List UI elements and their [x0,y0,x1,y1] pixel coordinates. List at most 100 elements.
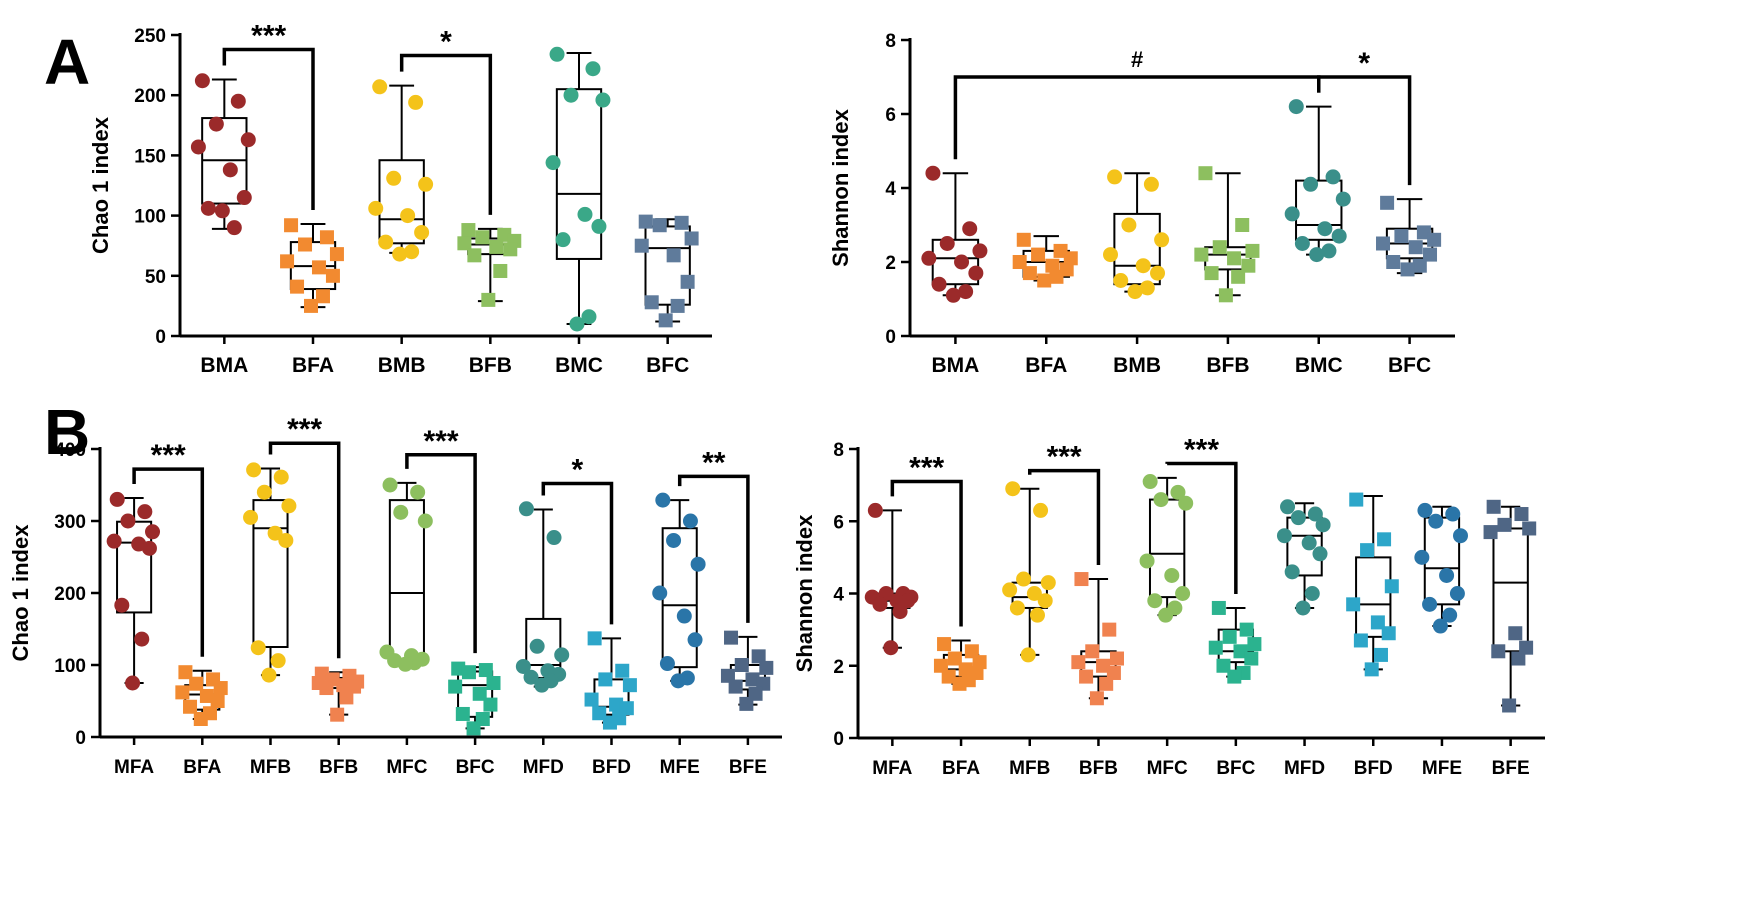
data-point [680,274,695,289]
data-point [1208,640,1223,655]
data-point [1121,217,1137,233]
data-point [319,681,334,696]
data-point [1304,586,1320,601]
data-point [1377,532,1392,547]
data-point [1486,499,1501,514]
data-point [1233,644,1248,659]
data-point [1113,273,1129,288]
chart-4: 0 2 4 6 8 Shannon index MFA BFA MFB BFB MFC BFC MFD B… [792,433,1545,779]
data-point [666,532,682,548]
data-point [1143,176,1159,192]
data-point [178,665,193,680]
data-point [592,706,607,721]
data-point [1445,506,1461,522]
data-point [1016,571,1032,587]
data-point [1139,553,1155,569]
data-point [644,295,659,310]
box-MFB [1002,481,1056,663]
data-point [615,663,630,678]
data-point [455,706,470,721]
box-iqr [1148,498,1186,599]
data-point [555,232,571,248]
data-point [137,504,153,520]
data-point [1154,232,1170,248]
box-BFA [175,665,228,726]
data-point [378,234,394,250]
y-axis-title: Chao 1 index [88,116,113,254]
box-BFC [1376,195,1442,277]
data-point [1353,633,1368,648]
bracket-line [132,467,205,657]
box-iqr [555,88,603,260]
data-point [461,223,476,238]
box-MFE [652,492,706,689]
data-point [684,231,699,246]
data-point [1127,284,1143,300]
significance-label: * [1358,47,1370,80]
data-point [1031,247,1046,262]
box-BMB [1103,169,1170,300]
significance-bracket: *** [405,425,477,654]
box-BFC [448,661,501,736]
data-point [240,132,256,148]
data-point [1139,280,1155,296]
y-tick-label: 50 [145,267,166,288]
data-point [273,469,289,485]
data-point [1442,607,1458,623]
data-point [1290,510,1306,526]
data-point [210,694,225,708]
data-point [410,484,426,500]
data-point [1247,637,1262,652]
box-BFD [1346,492,1399,677]
data-point [1158,607,1174,623]
data-point [652,585,668,601]
data-point [1380,195,1395,210]
box-BMA [921,165,988,303]
data-point [246,462,262,478]
data-point [739,696,754,711]
x-tick-label: BFC [1216,758,1255,779]
data-point [1227,669,1242,684]
data-point [1331,228,1347,244]
box-BFA [933,637,987,691]
data-point [1427,232,1442,247]
box-BMC [545,46,611,332]
box-iqr [378,159,425,245]
x-tick-label: BFA [942,758,980,779]
y-tick-label: 6 [885,105,896,126]
data-point [1309,247,1325,263]
data-point [267,525,283,541]
data-point [304,298,319,313]
data-point [952,676,967,691]
data-point [339,690,354,705]
data-point [1522,521,1537,536]
significance-bracket: *** [1165,433,1238,594]
data-point [311,260,326,275]
data-point [670,673,686,689]
data-point [134,631,150,647]
data-point [1284,206,1300,222]
bracket-line [399,53,493,215]
x-tick-label: BMC [555,354,603,377]
data-point [417,513,433,529]
data-point [670,298,685,313]
data-point [676,608,692,624]
box-BMA [190,73,256,236]
data-point [655,492,671,508]
data-point [1212,240,1227,255]
box-BMB [368,79,434,262]
data-point [947,651,962,666]
x-tick-label: BFA [183,757,221,778]
data-point [1074,572,1089,587]
data-point [230,93,246,109]
x-tick-label: BFD [592,757,631,778]
data-point [674,215,689,230]
y-tick-label: 8 [833,440,844,461]
data-point [1033,502,1049,518]
data-point [298,237,313,252]
data-point [634,238,649,253]
significance-label: * [572,454,584,487]
x-tick-label: MFE [1422,758,1462,779]
data-point [1280,499,1296,515]
